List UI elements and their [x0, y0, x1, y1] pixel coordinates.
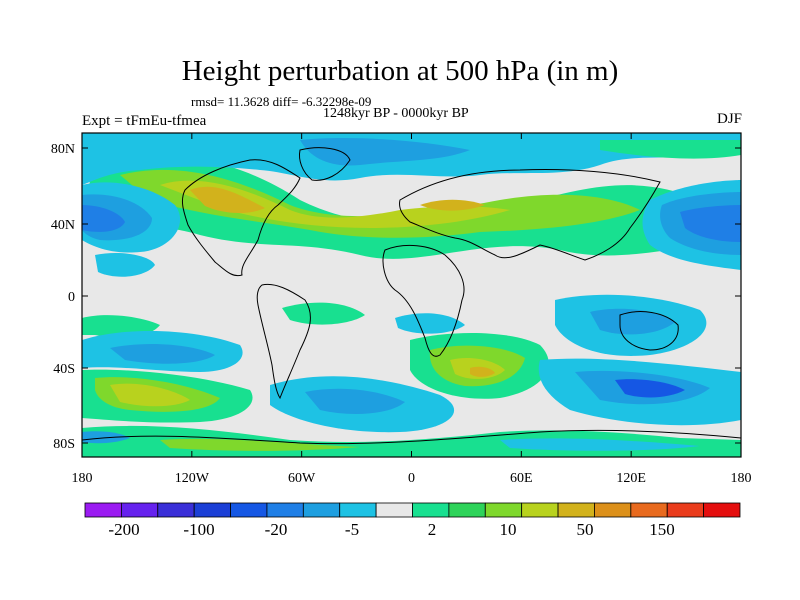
y-tick-label: 80S [53, 437, 75, 452]
colorbar-swatch [375, 502, 413, 518]
colorbar-label: -5 [345, 520, 359, 539]
nh-positive-band [82, 155, 741, 259]
pacific-low-core [82, 205, 125, 232]
north-america-outline [181, 159, 301, 277]
south-indian-mustard [470, 366, 495, 377]
arctic-green [600, 140, 741, 159]
antarctic-sky-left [82, 431, 130, 444]
x-axis-ticks [81, 133, 742, 457]
eurasia-mustard [420, 199, 485, 211]
na-mustard [190, 186, 265, 214]
x-axis-labels: 180 120W 60W 0 60E 120E 180 [72, 471, 752, 486]
x-tick-label: 120W [175, 471, 210, 486]
colorbar-swatch [484, 502, 523, 518]
y-tick-label: 0 [68, 290, 75, 305]
colorbar-label: 50 [577, 520, 594, 539]
x-tick-label: 0 [408, 471, 415, 486]
contour-field [82, 133, 741, 457]
colorbar-swatch [193, 502, 231, 518]
colorbar-swatch [339, 502, 377, 518]
colorbar-swatch [630, 502, 668, 518]
south-america-outline [256, 283, 311, 400]
indian-ocean-sky [590, 308, 675, 335]
colorbar-swatch [594, 502, 632, 518]
africa-tropical-cyan [395, 313, 465, 334]
colorbar-swatch [412, 502, 450, 518]
y-tick-label: 40S [53, 362, 75, 377]
africa-outline [382, 245, 465, 357]
greenland-outline [299, 147, 351, 181]
colorbar-labels: -200 -100 -20 -5 2 10 50 150 [108, 520, 674, 539]
x-tick-label: 60W [288, 471, 316, 486]
experiment-label: Expt = tFmEu-tfmea [82, 113, 207, 129]
colorbar-swatch [448, 502, 486, 518]
colorbar-swatch [230, 502, 268, 518]
stats-text: rmsd= 11.3628 diff= -6.32298e-09 [191, 94, 372, 109]
y-tick-label: 40N [51, 218, 75, 233]
colorbar-swatch [703, 502, 741, 518]
eurasia-outline [399, 169, 661, 261]
antarctic-lime [160, 438, 360, 451]
y-tick-label: 80N [51, 142, 75, 157]
x-tick-label: 180 [72, 471, 93, 486]
atlantic-tropical-green [282, 302, 365, 325]
y-axis-ticks [82, 147, 741, 444]
central-pacific-cyan [95, 253, 155, 277]
x-tick-label: 180 [731, 471, 752, 486]
season-label: DJF [716, 111, 742, 127]
colorbar-swatch [157, 502, 195, 518]
colorbar-label: 2 [428, 520, 437, 539]
x-tick-label: 60E [510, 471, 533, 486]
y-axis-labels: 80N 40N 0 40S 80S [51, 142, 75, 452]
australia-outline [619, 311, 679, 351]
antarctic-cyan [500, 438, 700, 451]
colorbar-swatch [302, 502, 341, 518]
nh-olive [160, 180, 510, 228]
colorbar-label: -100 [183, 520, 214, 539]
colorbar-label: 10 [500, 520, 517, 539]
south-pacific-sky [110, 344, 215, 364]
figure-title: Height perturbation at 500 hPa (in m) [181, 55, 619, 87]
south-pacific-olive [110, 383, 190, 407]
colorbar-swatch [666, 502, 705, 518]
nh-green [120, 169, 640, 238]
colorbar-label: 150 [649, 520, 675, 539]
x-tick-label: 120E [616, 471, 646, 486]
colorbar-swatch [266, 502, 304, 518]
period-text: 1248kyr BP - 0000kyr BP [323, 106, 469, 121]
arctic-sky [300, 138, 470, 166]
sh-east-deep [615, 379, 685, 398]
south-atlantic-sky [305, 388, 405, 414]
colorbar-swatch [120, 502, 159, 518]
colorbar [84, 502, 741, 518]
colorbar-swatch [557, 502, 595, 518]
coastlines [82, 147, 741, 445]
colorbar-swatch [84, 502, 122, 518]
colorbar-label: -200 [108, 520, 139, 539]
east-pacific-low-core [680, 205, 741, 242]
colorbar-swatch [521, 502, 559, 518]
colorbar-label: -20 [265, 520, 288, 539]
antarctica-outline [82, 429, 741, 445]
